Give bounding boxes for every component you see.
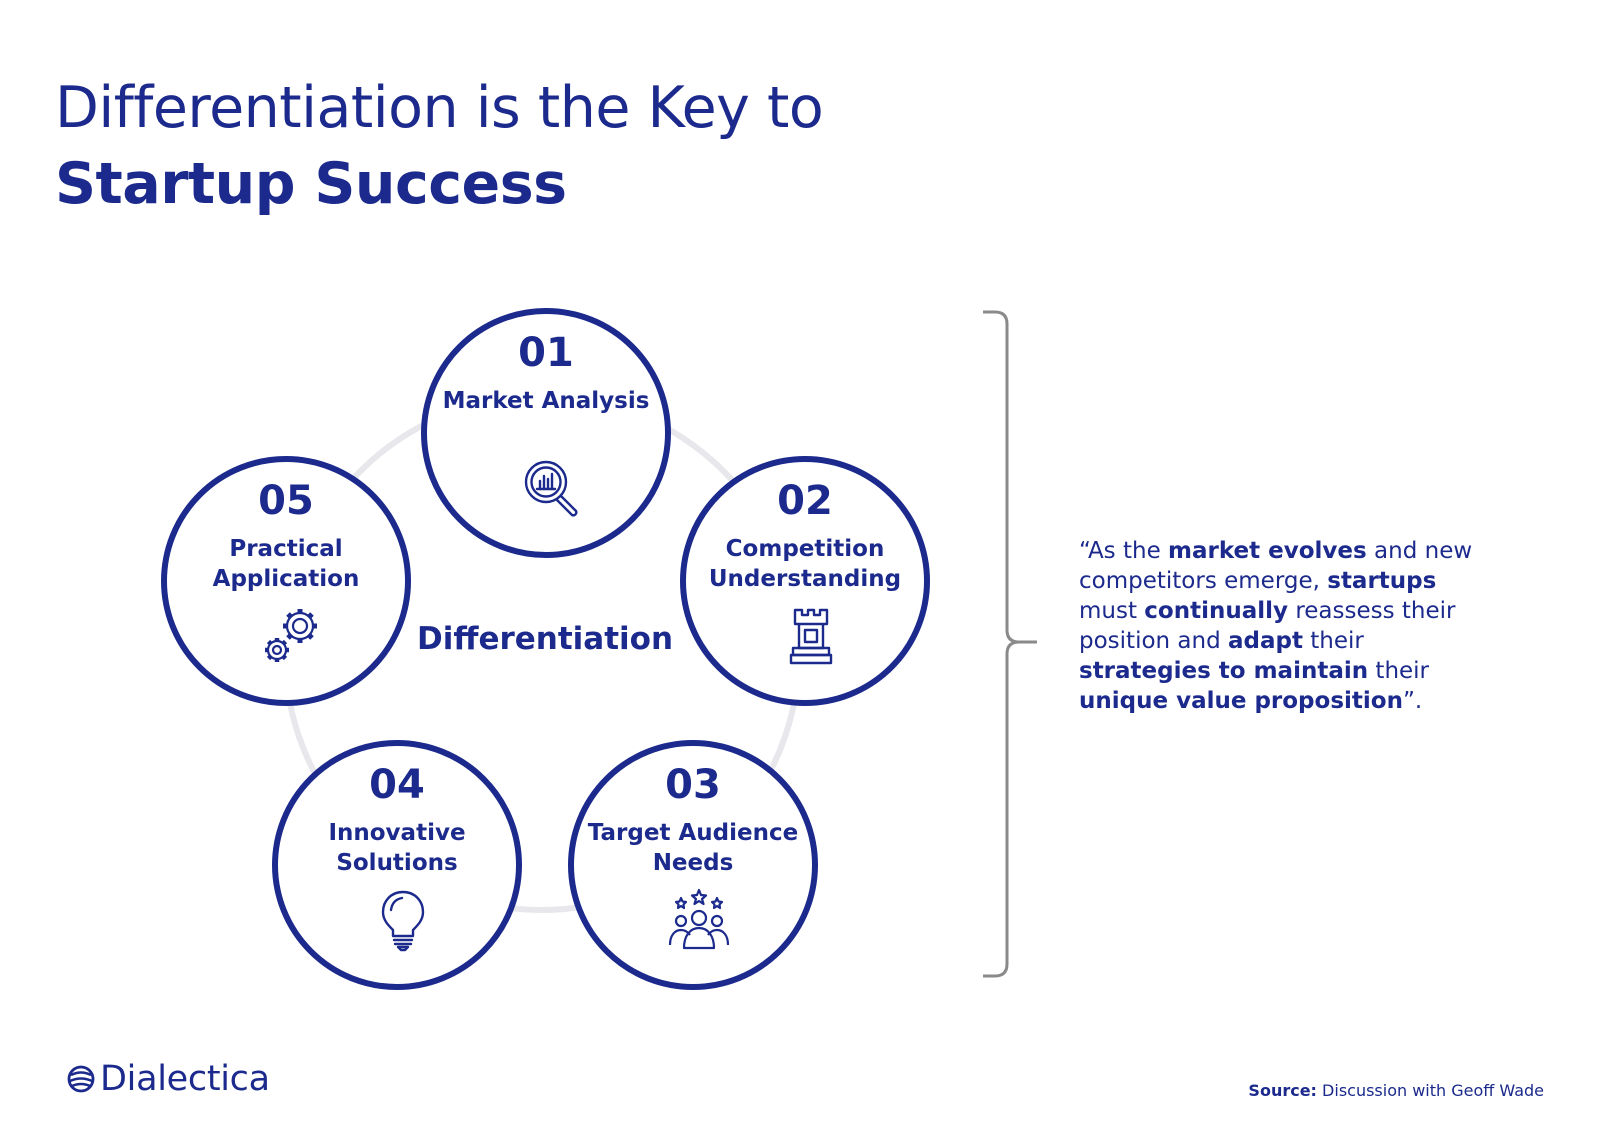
title-line-1: Differentiation is the Key to [55,75,824,141]
node-market-analysis: 01 Market Analysis [421,308,671,558]
node-number: 02 [777,478,833,524]
quote-emphasis: unique value proposition [1079,688,1403,714]
node-label: Practical Application [212,536,360,592]
source-citation: Source: Discussion with Geoff Wade [1248,1081,1544,1100]
node-number: 05 [258,478,314,524]
node-label: Innovative Solutions [328,820,466,876]
node-label: Target Audience Needs [587,820,799,876]
page-title: Differentiation is the Key to Startup Su… [55,70,824,222]
quote-segment: their [1302,628,1364,654]
quote-segment: reassess their position and [1079,598,1456,654]
chess-rook-icon [779,604,843,668]
node-practical-application: 05 Practical Application [161,456,411,706]
quote-emphasis: adapt [1228,628,1303,654]
center-label: Differentiation [416,621,674,657]
node-label: Market Analysis [442,388,650,414]
quote-segment: must [1079,598,1145,624]
node-innovative-solutions: 04 Innovative Solutions [272,740,522,990]
title-line-2: Startup Success [55,151,567,217]
quote-segment: “As the [1079,538,1169,564]
node-number: 04 [369,762,425,808]
node-label: Competition Understanding [708,536,902,592]
quote-segment: and new competitors emerge, [1079,538,1473,594]
source-text: Discussion with Geoff Wade [1322,1081,1544,1100]
source-label: Source: [1248,1081,1317,1100]
node-competition-understanding: 02 Competition Understanding [680,456,930,706]
quote-emphasis: market evolves [1168,538,1367,564]
node-target-audience-needs: 03 Target Audience Needs [568,740,818,990]
globe-icon [67,1065,95,1093]
bracket-divider [983,310,1037,978]
dialectica-logo: Dialectica [66,1059,270,1099]
logo-text: Dialectica [100,1059,270,1099]
quote-emphasis: startups [1327,568,1437,594]
quote-segment: their [1368,658,1430,684]
node-number: 01 [518,330,574,376]
quote-emphasis: strategies to maintain [1079,658,1369,684]
quote-segment: ”. [1402,688,1423,714]
node-number: 03 [665,762,721,808]
quote-text: “As the market evolves and new competito… [1079,536,1479,716]
gears-icon [260,604,324,668]
quote-emphasis: continually [1144,598,1289,624]
magnifier-chart-icon [520,456,584,520]
lightbulb-icon [371,888,435,952]
audience-stars-icon [667,888,731,952]
